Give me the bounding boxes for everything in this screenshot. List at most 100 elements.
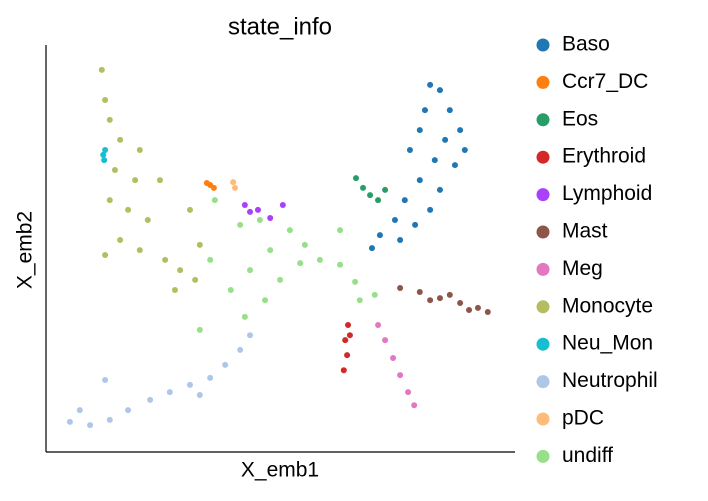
point	[256, 217, 263, 224]
point	[147, 396, 154, 403]
legend-label: Mast	[562, 220, 608, 243]
point	[203, 179, 210, 186]
point	[117, 236, 124, 243]
legend-marker	[536, 375, 550, 389]
point	[436, 87, 443, 94]
point	[297, 260, 304, 267]
point	[346, 332, 353, 339]
point	[156, 177, 163, 184]
point	[446, 291, 453, 298]
point	[111, 166, 118, 173]
legend-marker	[536, 113, 550, 127]
point	[405, 389, 412, 396]
point	[411, 402, 418, 409]
point	[101, 157, 108, 164]
point	[241, 313, 248, 320]
point	[390, 354, 397, 361]
point	[98, 66, 105, 73]
point	[421, 107, 428, 114]
point	[207, 374, 214, 381]
x-axis-label: X_emb1	[241, 459, 319, 482]
point	[132, 177, 139, 184]
point	[368, 245, 375, 252]
point	[277, 276, 284, 283]
point	[416, 127, 423, 134]
point	[436, 295, 443, 302]
legend-label: undiff	[562, 444, 613, 467]
point	[207, 256, 214, 263]
point	[397, 236, 404, 243]
legend-label: Neu_Mon	[562, 332, 653, 355]
point	[416, 289, 423, 296]
point	[125, 206, 132, 213]
point	[371, 291, 378, 298]
point	[337, 227, 344, 234]
point	[106, 416, 113, 423]
point	[427, 297, 434, 304]
legend-marker	[536, 75, 550, 89]
legend-label: Ccr7_DC	[562, 70, 648, 93]
legend-marker	[536, 38, 550, 52]
point	[241, 201, 248, 208]
point	[267, 247, 274, 254]
point	[451, 162, 458, 169]
legend-marker	[536, 188, 550, 202]
legend-marker	[536, 225, 550, 239]
point	[177, 267, 184, 274]
point	[144, 217, 151, 224]
point	[87, 422, 94, 429]
point	[117, 136, 124, 143]
point	[125, 407, 132, 414]
point	[406, 147, 413, 154]
point	[267, 214, 274, 221]
point	[102, 147, 109, 154]
point	[356, 297, 363, 304]
legend-label: Meg	[562, 257, 603, 280]
legend-label: Neutrophil	[562, 369, 658, 392]
point	[442, 136, 449, 143]
point	[416, 177, 423, 184]
point	[102, 96, 109, 103]
point	[352, 278, 359, 285]
point	[316, 256, 323, 263]
point	[427, 81, 434, 88]
point	[237, 221, 244, 228]
point	[222, 361, 229, 368]
point	[286, 227, 293, 234]
point	[210, 184, 217, 191]
point	[162, 256, 169, 263]
point	[237, 346, 244, 353]
point	[457, 127, 464, 134]
point	[345, 322, 352, 329]
point	[457, 300, 464, 307]
point	[376, 232, 383, 239]
point	[247, 267, 254, 274]
point	[102, 376, 109, 383]
point	[436, 186, 443, 193]
point	[279, 201, 286, 208]
point	[412, 221, 419, 228]
point	[401, 197, 408, 204]
point	[102, 252, 109, 259]
point	[340, 367, 347, 374]
point	[431, 157, 438, 164]
legend-label: Baso	[562, 33, 610, 56]
point	[100, 151, 107, 158]
chart-title: state_info	[228, 13, 332, 40]
point	[461, 147, 468, 154]
legend-marker	[536, 150, 550, 164]
legend-label: Monocyte	[562, 294, 653, 317]
point	[474, 304, 481, 311]
point	[106, 116, 113, 123]
point	[232, 184, 239, 191]
point	[446, 107, 453, 114]
y-axis-label: X_emb2	[14, 211, 37, 289]
point	[230, 179, 237, 186]
point	[342, 337, 349, 344]
point	[196, 326, 203, 333]
legend-marker	[536, 262, 550, 276]
legend-marker	[536, 412, 550, 426]
point	[247, 208, 254, 215]
point	[106, 197, 113, 204]
